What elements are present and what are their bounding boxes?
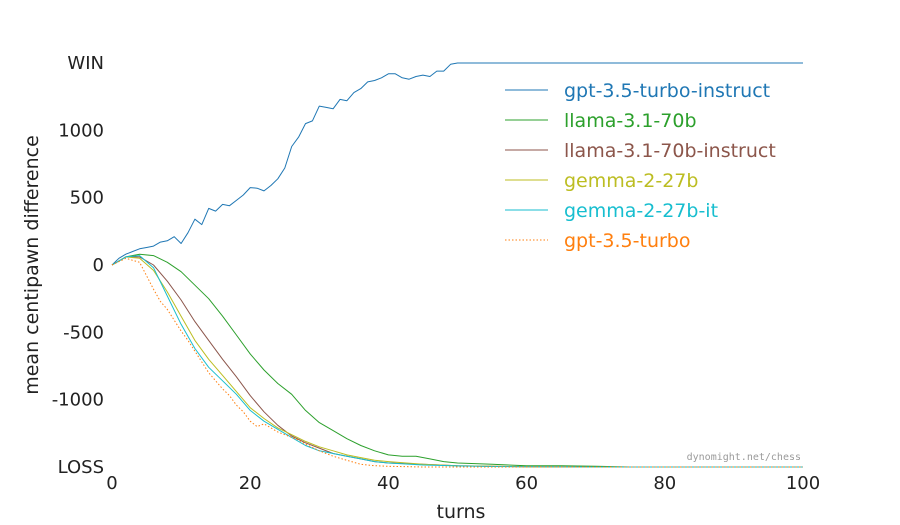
y-tick-label: 0 [93,255,104,276]
y-axis: WIN 1000 500 0 -500 -1000 LOSS [52,53,104,478]
x-axis-label: turns [437,501,486,523]
legend-label: gpt-3.5-turbo [564,230,691,252]
x-tick-label: 0 [106,473,117,494]
legend-label: gemma-2-27b [564,170,698,192]
x-tick-label: 40 [377,473,400,494]
y-tick-label: -500 [63,322,104,343]
y-tick-label: LOSS [58,457,104,478]
x-tick-label: 20 [239,473,262,494]
series-line-llama-3.1-70b [111,253,803,468]
y-tick-label: 1000 [58,120,104,141]
series-lines [111,62,803,468]
y-tick-label: WIN [67,53,104,74]
series-line-gemma-2-27b-it [111,255,803,468]
x-tick-label: 100 [786,473,820,494]
legend-label: llama-3.1-70b [564,110,697,132]
legend-label: llama-3.1-70b-instruct [564,140,776,162]
series-line-gemma-2-27b [111,256,803,468]
x-tick-label: 80 [653,473,676,494]
series-line-gpt-3.5-turbo [111,257,803,468]
watermark-text: dynomight.net/chess [687,452,801,463]
x-tick-label: 60 [515,473,538,494]
y-tick-label: 500 [70,188,104,209]
series-line-llama-3.1-70b-instruct [111,256,803,468]
y-tick-label: -1000 [52,390,104,411]
legend-label: gemma-2-27b-it [564,200,718,222]
legend-label: gpt-3.5-turbo-instruct [564,80,770,102]
x-axis: 0 20 40 60 80 100 [106,473,820,494]
y-axis-label: mean centipawn difference [21,135,43,395]
series-line-gpt-3.5-turbo-instruct [111,62,803,266]
legend: gpt-3.5-turbo-instruct llama-3.1-70b llama… [505,80,776,252]
